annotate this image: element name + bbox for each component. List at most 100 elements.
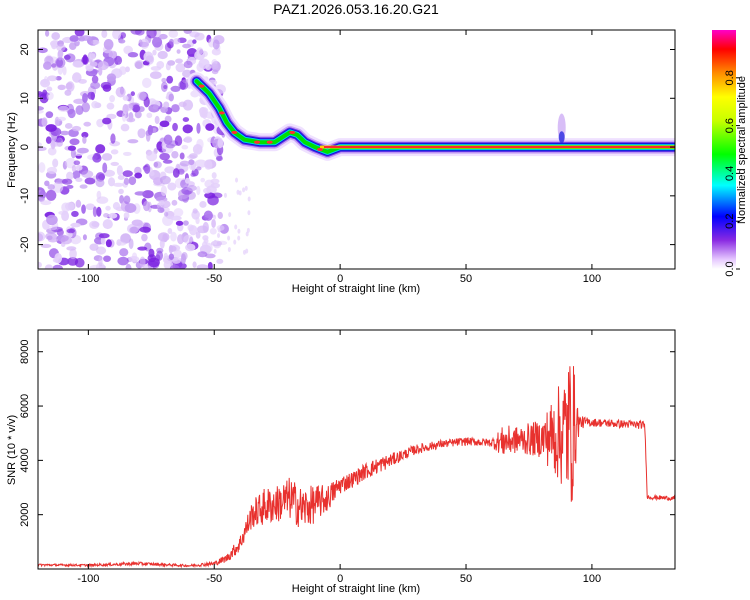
spectrogram-noise-blob [67, 256, 79, 266]
spectrogram-noise-blob [159, 120, 170, 128]
spectrogram-noise-blob [81, 131, 89, 138]
spectrogram-x-tick-label: 100 [583, 273, 601, 285]
spectrogram-noise-blob [159, 175, 171, 185]
spectrogram-noise-blob [163, 134, 173, 145]
spectrogram-noise-blob [44, 264, 54, 269]
spectrogram-noise-blob [161, 77, 167, 83]
spectrogram-noise-blob [185, 243, 196, 252]
spectrogram-noise-blob [183, 60, 193, 69]
spectrogram-ridge-layer [187, 72, 675, 161]
spectrogram-noise-blob [170, 231, 177, 242]
spectrogram-noise-blob [163, 211, 169, 217]
spectrogram-noise-blob [171, 150, 179, 159]
spectrogram-noise-blob [57, 234, 69, 242]
spectrogram-noise-blob [72, 60, 84, 68]
chart-title: PAZ1.2026.053.16.20.G21 [273, 1, 439, 17]
spectrogram-noise-blob [97, 60, 109, 71]
spectrogram-noise-blob [227, 247, 231, 253]
spectrogram-ridge-peak [218, 111, 225, 115]
spectrogram-noise-blob [121, 111, 127, 122]
spectrogram-noise-blob [170, 85, 181, 93]
spectrogram-noise-blob [47, 225, 58, 231]
spectrogram-noise-blob [196, 264, 209, 269]
spectrogram-noise-blob [40, 200, 52, 206]
spectrogram-noise-blob [46, 235, 53, 240]
spectrogram-x-tick-label: -100 [77, 273, 99, 285]
snr-x-tick-label: 100 [583, 573, 601, 585]
spectrogram-noise-blob [57, 84, 66, 91]
spectrogram-noise-blob [169, 264, 180, 269]
spectrogram-noise-blob [44, 55, 54, 65]
spectrogram-noise-blob [130, 30, 142, 35]
spectrogram-y-tick-label: 20 [19, 43, 31, 55]
spectrogram-noise-blob [182, 220, 189, 226]
spectrogram-noise-blob [154, 115, 160, 125]
spectrogram-noise-blob [101, 30, 108, 39]
spectrogram-noise-blob [105, 205, 111, 211]
spectrogram-noise-blob [175, 63, 186, 73]
spectrogram-noise-blob [83, 121, 92, 127]
spectrogram-noise-blob [46, 86, 53, 92]
spectrogram-noise-blob [69, 248, 77, 260]
spectrogram-ridge-peak [254, 140, 261, 144]
spectrogram-noise-blob [98, 233, 110, 239]
spectrogram-noise-blob [73, 98, 85, 105]
spectrogram-noise-blob [106, 73, 117, 82]
spectrogram-noise-blob [122, 170, 133, 178]
spectrogram-noise-blob [91, 39, 100, 45]
spectrogram-noise-blob [45, 136, 52, 144]
spectrogram-noise-blob [188, 225, 198, 236]
spectrogram-noise-blob [195, 216, 200, 225]
spectrogram-noise-blob [124, 203, 137, 213]
spectrogram-noise-blob [109, 94, 115, 103]
spectrogram-noise-blob [110, 161, 119, 166]
spectrogram-noise-blob [71, 165, 77, 173]
spectrogram-noise-blob [82, 92, 88, 103]
spectrogram-noise-blob [67, 145, 77, 151]
spectrogram-noise-blob [102, 219, 113, 230]
spectrogram-noise-blob [52, 158, 59, 168]
spectrogram-noise-blob [192, 261, 197, 268]
spectrogram-noise-blob [202, 221, 209, 233]
spectrogram-noise-blob [192, 39, 197, 44]
spectrogram-noise-blob [245, 248, 249, 254]
spectrogram-noise-blob [146, 30, 157, 39]
spectrogram-noise-blob [47, 147, 57, 156]
spectrogram-noise-blob [98, 173, 106, 181]
spectrogram-noise-blob [196, 138, 204, 150]
spectrogram-noise-blob [211, 48, 221, 56]
spectrogram-noise-blob [40, 243, 52, 249]
spectrogram-noise-blob [98, 256, 103, 267]
spectrogram-noise-blob [189, 153, 198, 159]
spectrogram-noise-blob [244, 185, 248, 191]
snr-y-tick-label: 4000 [19, 448, 31, 472]
spectrogram-noise-blob [116, 165, 123, 176]
spectrogram-noise-blob [207, 261, 213, 269]
spectrogram-noise-blob [75, 199, 82, 208]
spectrogram-noise-blob [203, 187, 212, 194]
spectrogram-noise-blob [110, 133, 116, 144]
spectrogram-noise-blob [170, 215, 182, 221]
spectrogram-noise-blob [114, 55, 123, 65]
spectrogram-noise-blob [134, 172, 143, 179]
spectrogram-noise-blob [61, 202, 71, 213]
spectrogram-noise-blob [89, 53, 96, 60]
spectrogram-noise-blob [119, 248, 129, 257]
spectrogram-noise-blob [223, 192, 227, 198]
spectrogram-noise-blob [178, 101, 187, 108]
spectrogram-noise-blob [106, 102, 115, 110]
spectrogram-noise-blob [112, 202, 121, 210]
spectrogram-noise-blob [172, 168, 180, 178]
spectrogram-noise-blob [112, 30, 122, 40]
spectrogram-noise-blob [166, 75, 174, 84]
spectrogram-noise-blob [110, 149, 119, 155]
spectrogram-noise-blob [77, 147, 89, 154]
spectrogram-noise-blob [160, 185, 167, 197]
spectrogram-noise-blob [217, 233, 221, 239]
snr-x-axis-title: Height of straight line (km) [292, 583, 420, 595]
spectrogram-y-tick-label: 10 [19, 92, 31, 104]
spectrogram-noise-blob [103, 255, 112, 262]
snr-x-ticks: -100 -50 0 50 100 [77, 330, 601, 585]
spectrogram-noise-blob [182, 124, 193, 134]
